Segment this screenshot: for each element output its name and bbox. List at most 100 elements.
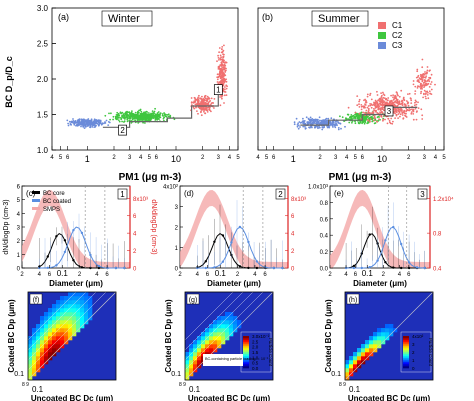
heatmap-cell bbox=[213, 324, 218, 329]
data-point bbox=[421, 118, 424, 120]
heatmap-cell bbox=[185, 364, 190, 369]
data-point bbox=[373, 119, 375, 122]
data-point bbox=[428, 80, 431, 83]
data-point bbox=[213, 98, 216, 100]
heatmap-cell bbox=[56, 316, 61, 321]
heatmap-cell bbox=[52, 320, 57, 325]
heatmap-cell bbox=[68, 320, 73, 325]
heatmap-cell bbox=[60, 304, 65, 309]
heatmap-cell bbox=[205, 344, 210, 349]
heatmap-cell bbox=[213, 320, 218, 325]
bc-core-curve-point bbox=[255, 266, 259, 270]
data-point bbox=[365, 99, 367, 102]
data-point bbox=[139, 108, 142, 111]
data-point bbox=[361, 122, 363, 125]
data-point bbox=[346, 113, 349, 116]
heatmap-cell bbox=[213, 340, 218, 345]
x-tick-label: 0.1 bbox=[362, 269, 374, 278]
heatmap-cell bbox=[68, 292, 73, 297]
size-panel-box-label: 3 bbox=[420, 190, 425, 199]
data-point bbox=[357, 117, 360, 120]
guide-line bbox=[27, 291, 107, 371]
data-point bbox=[381, 98, 384, 100]
panel-b-title: Summer bbox=[318, 13, 360, 25]
heatmap-cell bbox=[32, 360, 37, 365]
data-point bbox=[309, 120, 312, 123]
heatmap-cell bbox=[72, 328, 77, 333]
data-point bbox=[341, 116, 344, 119]
heatmap-cell bbox=[365, 352, 370, 357]
data-point bbox=[426, 79, 429, 82]
heatmap-cell bbox=[373, 336, 378, 341]
heatmap-cell bbox=[40, 356, 45, 361]
right-tick-label: 4 bbox=[291, 232, 295, 238]
heatmap-cell bbox=[217, 328, 222, 333]
data-point bbox=[220, 56, 223, 59]
data-point bbox=[367, 109, 370, 111]
colorbar-segment bbox=[403, 350, 409, 353]
data-point bbox=[121, 111, 124, 114]
data-point bbox=[147, 112, 150, 114]
heatmap-cell bbox=[56, 344, 61, 349]
heatmap-cell bbox=[88, 300, 93, 305]
data-point bbox=[426, 83, 429, 86]
data-point bbox=[358, 112, 361, 115]
heatmap-cell bbox=[229, 316, 234, 321]
heatmap-cell bbox=[56, 328, 61, 333]
heatmap-cell bbox=[213, 336, 218, 341]
data-point bbox=[363, 117, 365, 119]
heatmap-cell bbox=[56, 324, 61, 329]
colorbar-segment bbox=[243, 344, 249, 347]
heatmap-cell bbox=[88, 312, 93, 317]
data-point bbox=[391, 122, 394, 125]
panel-a-frame bbox=[51, 7, 239, 151]
data-point bbox=[340, 127, 342, 130]
data-point bbox=[403, 112, 406, 115]
data-point bbox=[146, 116, 148, 119]
data-point bbox=[115, 118, 118, 121]
colorbar-segment bbox=[403, 366, 409, 369]
left-tick-label: 1 bbox=[17, 253, 21, 259]
data-point bbox=[221, 48, 223, 51]
data-point bbox=[348, 121, 351, 124]
data-point bbox=[93, 118, 96, 121]
data-point bbox=[358, 103, 360, 106]
data-point bbox=[91, 126, 94, 128]
heatmap-cell bbox=[221, 336, 226, 341]
guide-line bbox=[184, 291, 234, 341]
heatmap-cell bbox=[72, 320, 77, 325]
data-point bbox=[104, 114, 107, 117]
data-point bbox=[173, 118, 176, 121]
x-tick-label: 6 bbox=[105, 272, 109, 278]
heatmap-cell bbox=[40, 344, 45, 349]
data-point bbox=[400, 108, 403, 110]
bc-core-curve-point bbox=[80, 266, 84, 269]
x-tick-label: 5 bbox=[442, 155, 446, 161]
heatmap-cell bbox=[193, 356, 198, 361]
heatmap-cell bbox=[361, 352, 366, 357]
legend-label: C2 bbox=[392, 31, 403, 40]
colorbar-tick-label: 2 bbox=[412, 350, 415, 355]
data-point bbox=[304, 125, 306, 128]
data-point bbox=[318, 122, 320, 124]
data-point bbox=[303, 121, 305, 123]
data-point bbox=[392, 96, 394, 99]
data-point bbox=[335, 121, 337, 123]
heatmap-cell bbox=[64, 304, 69, 309]
x-tick-label: 2 bbox=[407, 155, 411, 161]
data-point bbox=[203, 102, 206, 105]
y-tick-label: 1.5 bbox=[37, 111, 49, 120]
bc-core-curve-point bbox=[97, 266, 101, 270]
left-tick-label: 0 bbox=[175, 267, 179, 273]
heatmap-cell bbox=[76, 300, 81, 305]
data-point bbox=[394, 117, 396, 119]
heatmap-cell bbox=[353, 352, 358, 357]
data-point bbox=[221, 69, 224, 72]
heatmap-cell bbox=[84, 308, 89, 313]
heatmap-cell bbox=[197, 340, 202, 345]
data-point bbox=[190, 97, 193, 99]
data-point bbox=[369, 94, 371, 96]
heatmap-cell bbox=[361, 344, 366, 349]
data-point bbox=[86, 119, 88, 121]
data-point bbox=[404, 105, 407, 108]
